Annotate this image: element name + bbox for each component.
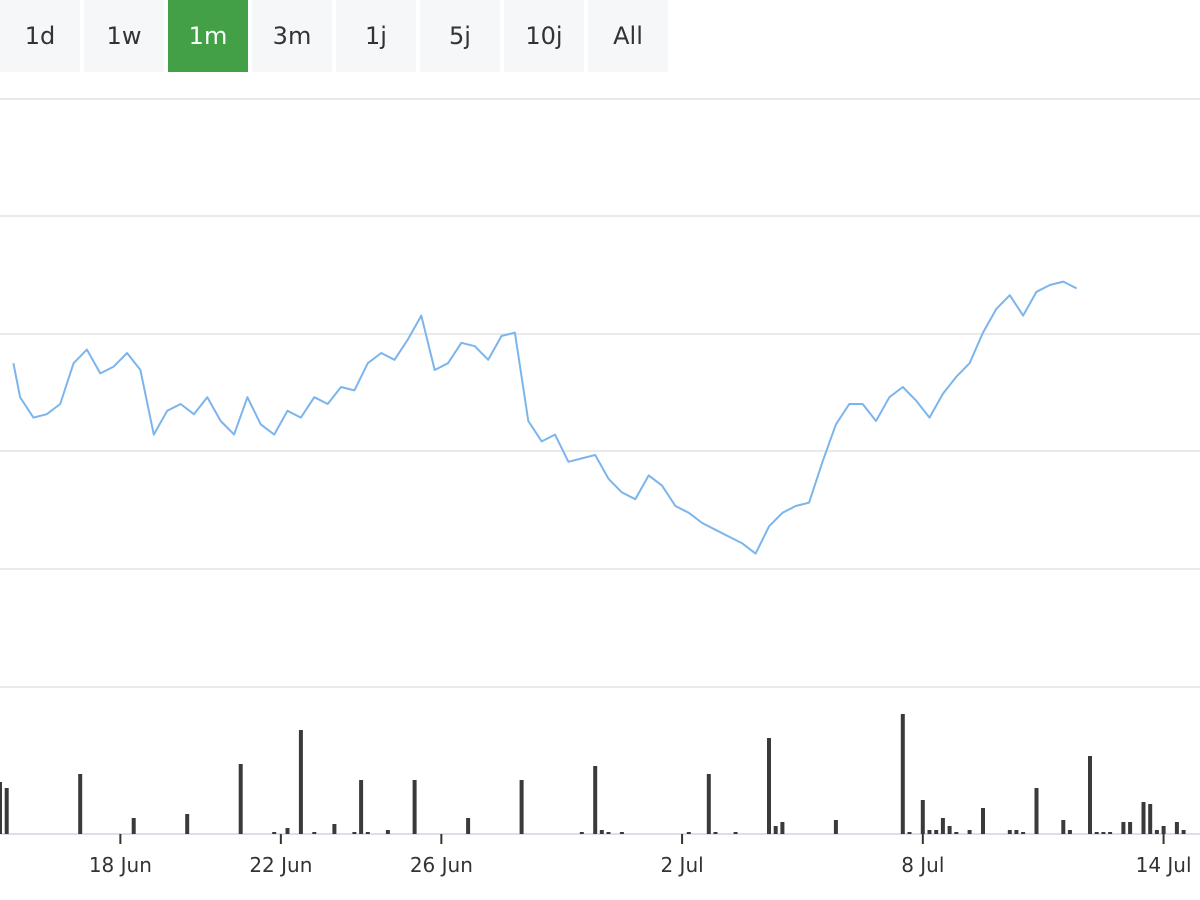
volume-bar-57	[1174, 822, 1179, 834]
price-series	[12, 280, 1078, 555]
volume-bar-52	[1128, 822, 1133, 834]
volume-bar-6	[272, 832, 277, 834]
volume-bar-1	[4, 788, 9, 834]
volume-bar-41	[1007, 830, 1012, 834]
volume-bar-13	[365, 832, 370, 834]
range-button-5j[interactable]: 5j	[420, 0, 500, 72]
volume-bar-14	[385, 830, 390, 834]
volume-bar-7	[285, 828, 290, 834]
volume-bar-36	[940, 818, 945, 834]
price-chart[interactable]: 18 Jun 22 Jun 26 Jun 2 Jul 8 Jul 14 Jul	[0, 72, 1200, 900]
x-tick-label-2: 26 Jun	[410, 853, 473, 877]
price-line	[12, 280, 1078, 555]
volume-bar-27	[767, 738, 771, 834]
volume-bar-30	[833, 820, 838, 834]
volume-bar-25	[713, 832, 718, 834]
volume-bar-21	[606, 832, 611, 834]
volume-bar-31	[900, 714, 905, 834]
volume-bar-2	[78, 774, 83, 834]
volume-bar-43	[1021, 832, 1026, 834]
x-axis: 18 Jun 22 Jun 26 Jun 2 Jul 8 Jul 14 Jul	[89, 834, 1192, 877]
volume-bar-19	[593, 766, 598, 834]
volume-bar-39	[967, 830, 972, 834]
volume-bar-55	[1154, 830, 1159, 834]
volume-bar-18	[579, 832, 584, 834]
volume-bar-4	[185, 814, 190, 834]
x-tick-label-1: 22 Jun	[249, 853, 312, 877]
volume-bar-23	[686, 832, 691, 834]
volume-bar-56	[1161, 826, 1166, 834]
volume-bar-50	[1108, 832, 1113, 834]
volume-bar-37	[947, 826, 952, 834]
range-button-1m[interactable]: 1m	[168, 0, 248, 72]
volume-bar-16	[466, 818, 471, 834]
volume-bar-8	[298, 730, 303, 834]
volume-bar-5	[238, 764, 243, 834]
volume-bar-38	[954, 832, 959, 834]
x-tick-label-4: 8 Jul	[901, 853, 944, 877]
volume-bar-47	[1088, 756, 1092, 834]
volume-bar-45	[1061, 820, 1066, 834]
volume-bar-20	[599, 830, 604, 834]
volume-bar-22	[619, 832, 624, 834]
x-tick-label-0: 18 Jun	[89, 853, 152, 877]
volume-bar-12	[359, 780, 364, 834]
grid-lines	[0, 98, 1200, 835]
volume-bar-34	[927, 830, 932, 834]
range-selector: 1d 1w 1m 3m 1j 5j 10j All	[0, 0, 668, 72]
volume-bar-48	[1094, 832, 1099, 834]
volume-bar-24	[706, 774, 711, 834]
volume-bar-58	[1181, 830, 1186, 834]
volume-bar-53	[1141, 802, 1146, 834]
volume-bar-9	[312, 832, 317, 834]
range-button-3m[interactable]: 3m	[252, 0, 332, 72]
volume-bar-42	[1014, 830, 1019, 834]
volume-bar-32	[907, 832, 912, 834]
volume-bar-15	[412, 780, 417, 834]
volume-bar-44	[1034, 788, 1039, 834]
volume-bar-0	[0, 782, 2, 834]
volume-bar-49	[1101, 832, 1106, 834]
volume-bar-29	[780, 822, 785, 834]
volume-bar-40	[981, 808, 985, 834]
range-button-1d[interactable]: 1d	[0, 0, 80, 72]
volume-bar-11	[352, 832, 357, 834]
volume-bar-33	[920, 800, 925, 834]
volume-bar-26	[733, 832, 738, 834]
range-button-1w[interactable]: 1w	[84, 0, 164, 72]
volume-series	[0, 714, 1186, 834]
volume-bar-54	[1148, 804, 1153, 834]
x-tick-label-3: 2 Jul	[660, 853, 703, 877]
volume-bar-28	[773, 826, 778, 834]
volume-bar-46	[1067, 830, 1072, 834]
volume-bar-17	[519, 780, 524, 834]
volume-bar-3	[131, 818, 136, 834]
volume-bar-10	[332, 824, 337, 834]
range-button-10j[interactable]: 10j	[504, 0, 584, 72]
range-button-all[interactable]: All	[588, 0, 668, 72]
range-button-1j[interactable]: 1j	[336, 0, 416, 72]
x-tick-label-5: 14 Jul	[1136, 853, 1192, 877]
volume-bar-35	[934, 830, 939, 834]
volume-bar-51	[1121, 822, 1126, 834]
